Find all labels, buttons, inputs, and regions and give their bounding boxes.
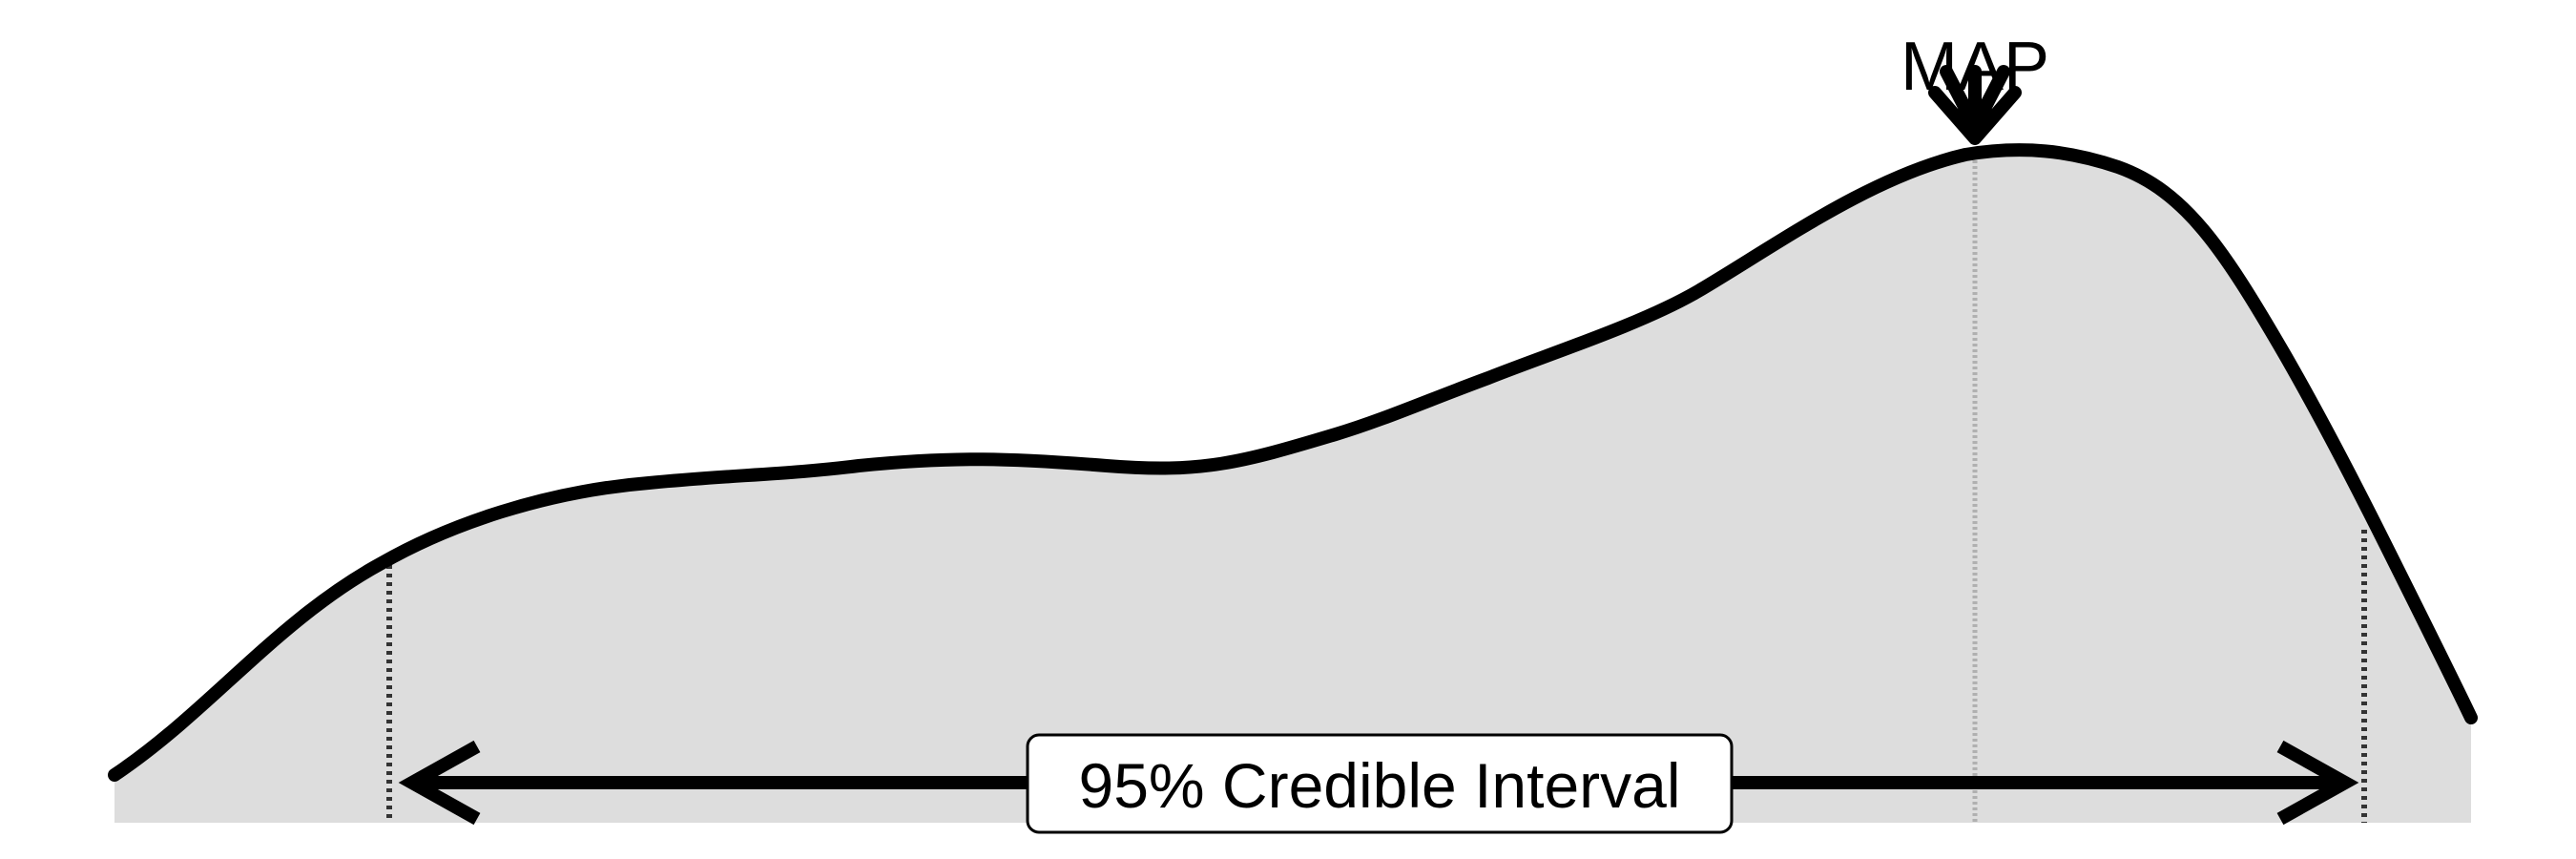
interval-label-background — [1026, 733, 1734, 834]
density-area — [114, 150, 2471, 823]
map-marker: MAP — [1901, 29, 2049, 145]
interval-arrow-right-head — [2276, 740, 2359, 826]
interval-label-box: 95% Credible Interval — [1026, 733, 1734, 834]
density-curve — [108, 143, 2478, 782]
interval-label: 95% Credible Interval — [1079, 750, 1681, 821]
map-arrow-icon — [1928, 65, 2022, 145]
interval-arrow-left-head — [398, 740, 481, 826]
